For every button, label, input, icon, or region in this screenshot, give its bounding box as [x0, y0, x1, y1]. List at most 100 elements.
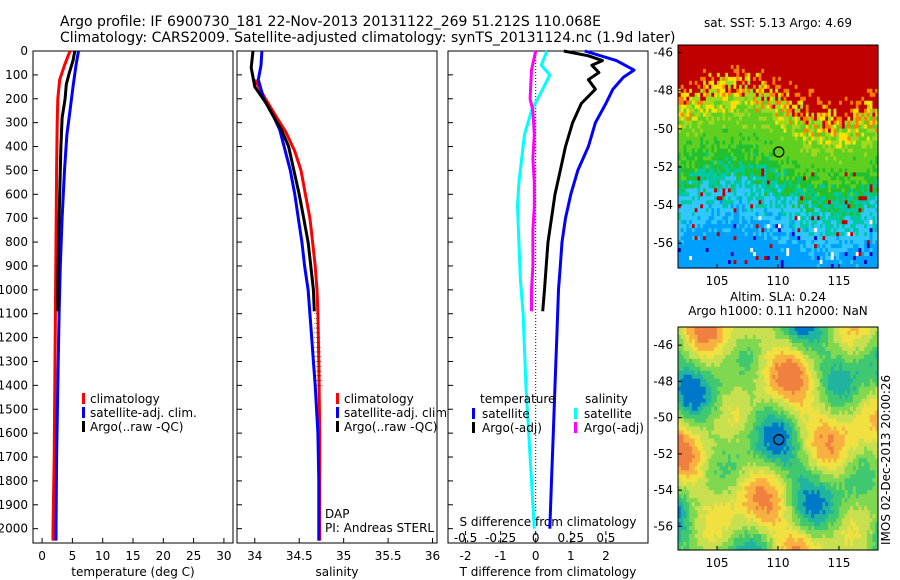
map-cell [839, 148, 843, 154]
map-cell [791, 60, 796, 66]
map-cell [814, 264, 818, 269]
map-cell [808, 56, 812, 62]
map-cell [803, 140, 807, 146]
map-cell [841, 240, 846, 245]
map-cell [808, 338, 812, 344]
map-cell [822, 148, 826, 154]
map-cell [711, 108, 715, 114]
map-cell [800, 136, 804, 142]
map-cell [761, 350, 765, 356]
map-cell [850, 208, 854, 213]
map-cell [691, 160, 696, 166]
map-cell [869, 80, 874, 86]
map-cell [700, 76, 704, 82]
map-cell [714, 256, 718, 261]
map-cell [833, 52, 837, 58]
map-cell [689, 192, 693, 197]
map-cell [711, 346, 715, 352]
map-cell [819, 132, 824, 138]
map-cell [853, 152, 857, 158]
map-cell [716, 196, 721, 201]
map-cell [708, 156, 712, 162]
map-cell [811, 124, 815, 130]
map-cell [733, 184, 737, 189]
map-cell [797, 48, 801, 54]
series-line-satellite-adj-clim- [54, 50, 80, 541]
map-cell [858, 354, 862, 360]
map-cell [711, 80, 715, 86]
map-cell [769, 168, 774, 174]
map-cell [678, 128, 682, 134]
map-cell [689, 45, 693, 50]
map-cell [744, 116, 749, 122]
map-cell [847, 104, 851, 110]
map-cell [808, 96, 812, 102]
map-cell [811, 176, 815, 181]
map-cell [833, 68, 837, 74]
map-cell [828, 248, 832, 253]
map-cell [816, 346, 821, 352]
map-cell [744, 160, 749, 166]
map-cell [753, 204, 757, 209]
map-cell [739, 124, 743, 130]
map-cell [686, 228, 690, 233]
map-cell [869, 104, 874, 110]
map-cell [728, 244, 732, 249]
map-cell [853, 358, 857, 364]
map-cell [744, 192, 749, 197]
map-cell [805, 72, 810, 78]
map-cell [739, 327, 743, 332]
map-cell [722, 172, 726, 178]
map-cell [866, 188, 871, 193]
map-cell [739, 72, 743, 78]
map-cell [722, 132, 726, 138]
map-cell [778, 216, 782, 221]
map-cell [686, 72, 690, 78]
map-cell [875, 45, 879, 50]
map-cell [858, 338, 862, 344]
map-cell [869, 124, 874, 130]
map-cell [691, 338, 696, 344]
map-cell [700, 132, 704, 138]
map-cell [825, 200, 829, 205]
map-cell [836, 224, 840, 229]
map-y-tick-label: -46 [653, 46, 673, 60]
map-cell [758, 172, 762, 178]
map-cell [803, 184, 807, 189]
map-cell [789, 232, 793, 237]
map-cell [794, 172, 799, 178]
map-cell [869, 56, 874, 62]
map-cell [761, 104, 765, 110]
map-cell [714, 346, 718, 352]
map-cell [780, 116, 785, 122]
map-cell [803, 76, 807, 82]
map-cell [814, 180, 818, 185]
map-cell [755, 334, 760, 340]
map-cell [697, 100, 701, 106]
map-cell [830, 128, 835, 134]
map-cell [841, 116, 846, 122]
map-cell [683, 212, 687, 217]
map-cell [761, 358, 765, 364]
map-cell [736, 52, 740, 58]
map-cell [825, 204, 829, 209]
map-cell [725, 180, 729, 185]
map-cell [683, 120, 687, 126]
map-cell [750, 80, 754, 86]
map-cell [811, 264, 815, 269]
map-cell [789, 136, 793, 142]
map-cell [841, 84, 846, 90]
map-cell [839, 100, 843, 106]
map-cell [805, 327, 810, 332]
map-cell [736, 84, 740, 90]
map-cell [694, 120, 699, 126]
map-cell [797, 180, 801, 185]
map-cell [733, 100, 737, 106]
map-cell [730, 327, 735, 332]
y-tick-label: 800 [5, 235, 28, 249]
map-cell [705, 80, 710, 86]
map-cell [764, 72, 768, 78]
map-cell [686, 176, 690, 181]
map-cell [722, 248, 726, 253]
map-cell [708, 92, 712, 98]
